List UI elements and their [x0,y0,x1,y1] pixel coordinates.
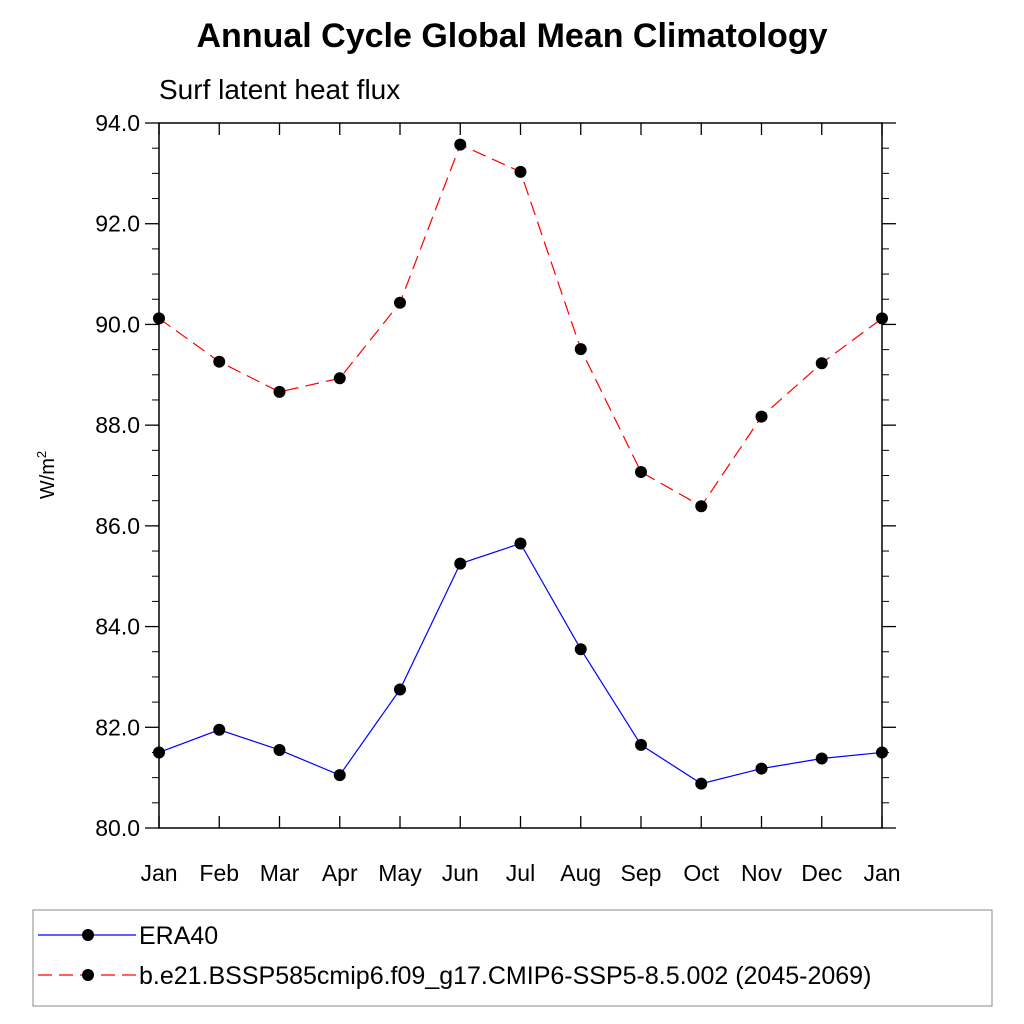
y-tick-label: 80.0 [95,815,140,841]
x-tick-label: May [378,860,422,886]
legend: ERA40 b.e21.BSSP585cmip6.f09_g17.CMIP6-SS… [38,922,871,990]
series-line-1 [158,542,883,785]
data-point [755,762,768,775]
axis-ticks: Jan Feb Mar Apr May Jun Jul Aug Sep Oct Nov Dec Jan8… [95,110,900,886]
x-tick-label: Mar [260,860,300,886]
y-tick-label: 84.0 [95,614,140,640]
data-point [454,557,467,570]
data-point [815,752,828,765]
data-point [213,723,226,736]
y-tick-label: 94.0 [95,110,140,136]
data-point [213,355,226,368]
series-layer [153,138,888,790]
x-tick-label: Jan [140,860,177,886]
data-point [394,683,406,696]
data-point [273,385,286,398]
y-tick-label: 82.0 [95,714,140,740]
series-line-2 [158,143,883,508]
x-tick-label: Feb [199,860,239,886]
plot-frame [158,122,883,829]
data-point [815,357,828,370]
x-tick-label: Apr [322,860,358,886]
x-tick-label: Jan [863,860,900,886]
legend-label-2: b.e21.BSSP585cmip6.f09_g17.CMIP6-SSP5-8.… [139,962,871,990]
x-tick-label: Nov [741,860,782,886]
legend-marker [82,969,94,981]
data-point [635,465,647,478]
x-tick-label: Jul [506,860,535,886]
x-tick-label: Jun [442,860,479,886]
data-point [876,746,888,759]
legend-label-1: ERA40 [139,922,218,950]
data-point [695,777,708,790]
data-point [153,746,165,759]
data-point [454,138,467,151]
y-axis-label: W/m2 [34,451,59,499]
data-point [574,343,587,356]
y-tick-label: 88.0 [95,412,140,438]
data-point [273,743,286,756]
y-tick-label: 86.0 [95,513,140,539]
data-point [514,537,527,550]
chart-subtitle: Surf latent heat flux [159,74,400,105]
data-point [876,312,888,325]
y-tick-label: 92.0 [95,211,140,237]
data-point [333,372,346,385]
x-tick-label: Aug [560,860,601,886]
x-tick-label: Dec [801,860,842,886]
x-tick-label: Oct [683,860,719,886]
data-point [153,312,165,325]
data-point [755,410,768,423]
data-point [574,643,587,656]
x-tick-label: Sep [621,860,662,886]
data-point [695,500,708,513]
data-point [514,165,527,178]
legend-marker [82,929,94,941]
chart-title: Annual Cycle Global Mean Climatology [197,17,828,55]
legend-box [32,909,993,1007]
y-tick-label: 90.0 [95,311,140,337]
data-point [635,738,647,751]
data-point [333,769,346,782]
data-point [394,296,406,309]
